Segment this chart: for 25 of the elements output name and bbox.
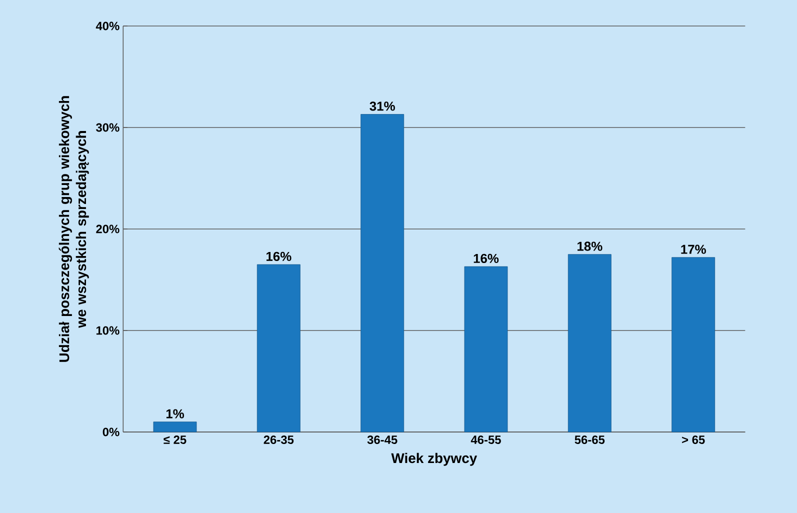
x-axis-title: Wiek zbywcy [391, 452, 478, 466]
bar [153, 422, 197, 432]
x-tick-label: ≤ 25 [164, 436, 186, 444]
x-tick-label: 46-55 [470, 436, 501, 444]
y-tick-label: 40% [96, 22, 120, 30]
bar [464, 266, 508, 432]
y-tick-label: 0% [102, 428, 120, 436]
y-tick-label: 30% [96, 123, 120, 132]
bar [672, 257, 716, 432]
data-label: 18% [578, 242, 602, 251]
x-tick-label: > 65 [682, 436, 705, 444]
data-label: 16% [474, 254, 499, 264]
data-label: 16% [266, 252, 292, 262]
y-axis-title: Udział poszczególnych grup wiekowych we wszystkich sprzedających [58, 96, 89, 362]
x-tick-label: 36-45 [367, 436, 398, 444]
bar [256, 264, 300, 432]
x-tick-label: 26-35 [264, 436, 294, 444]
y-tick-label: 10% [96, 326, 120, 335]
bar [360, 114, 404, 432]
x-tick-label: 56-65 [574, 436, 605, 444]
y-tick-label: 20% [96, 224, 120, 234]
data-label: 1% [166, 409, 184, 418]
bar [568, 254, 612, 432]
data-label: 17% [681, 244, 706, 254]
data-label: 31% [370, 102, 395, 111]
